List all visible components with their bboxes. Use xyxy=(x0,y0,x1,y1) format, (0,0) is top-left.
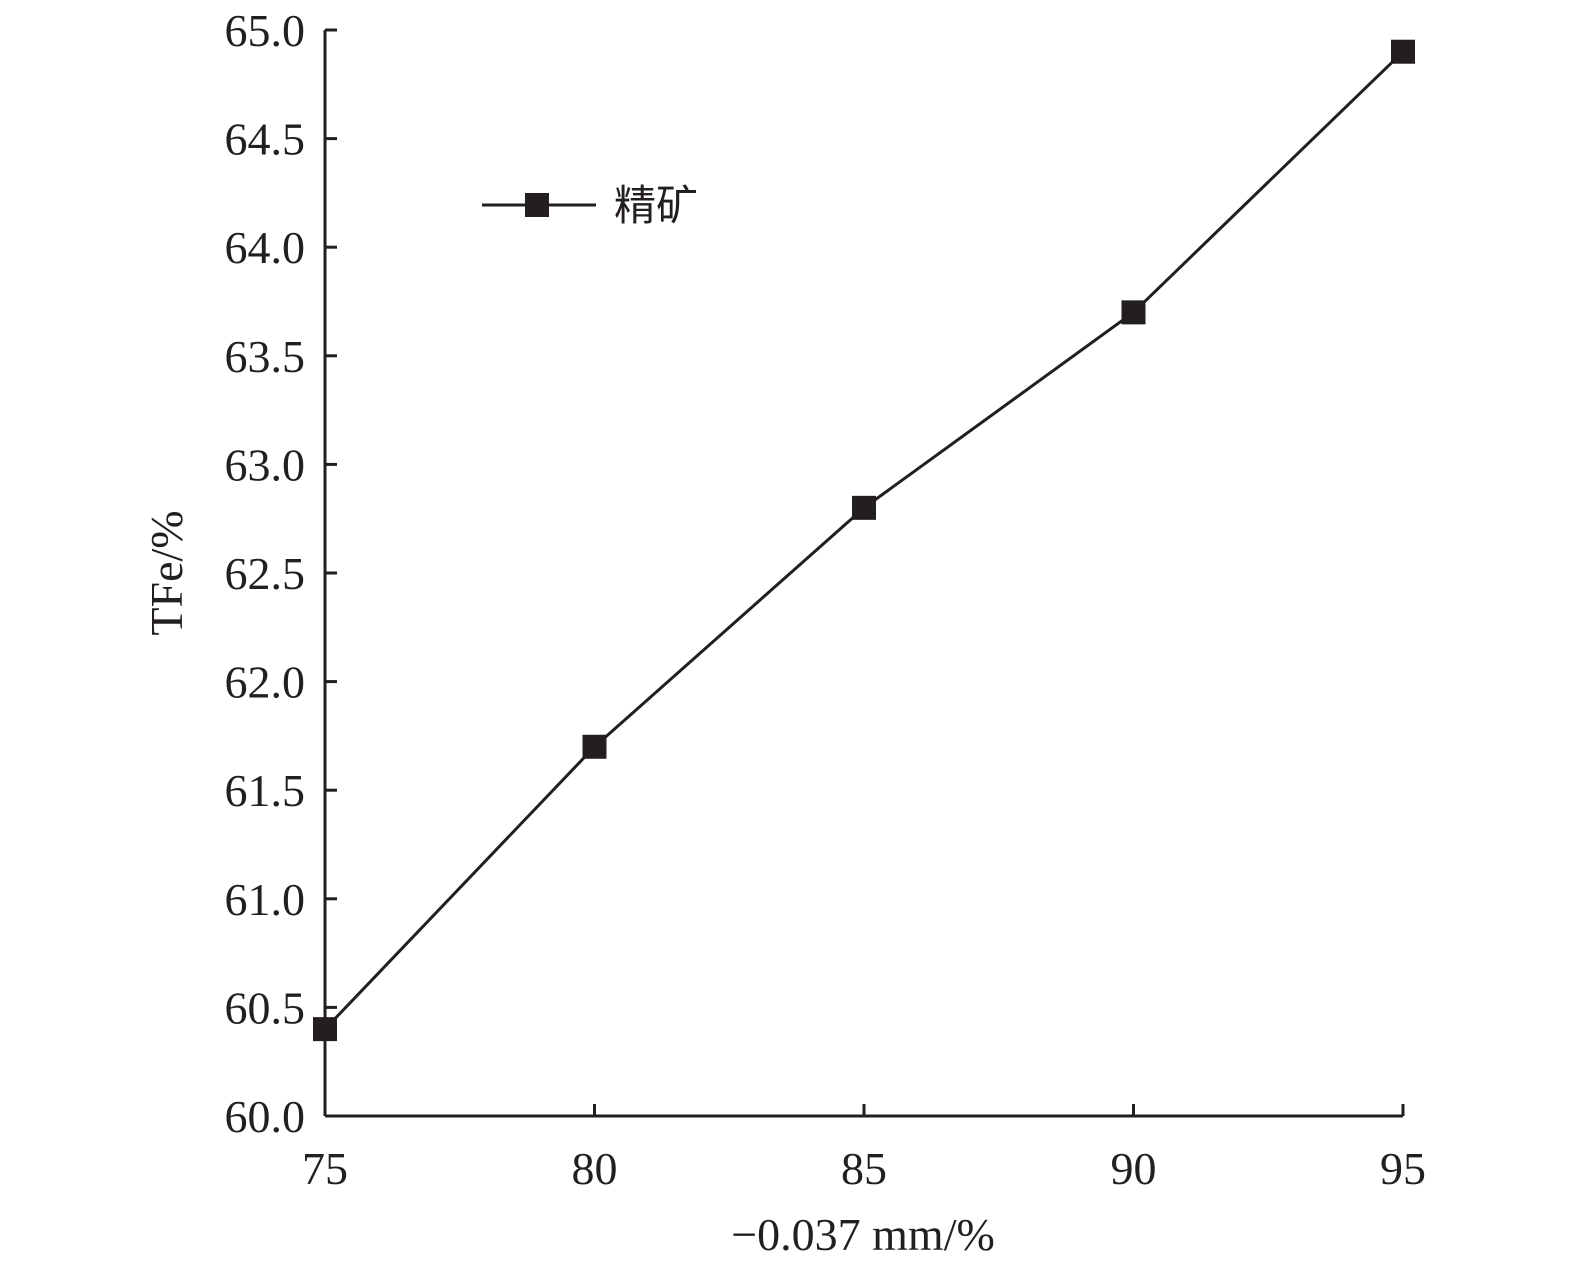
x-axis-title: −0.037 mm/% xyxy=(731,1209,995,1260)
x-tick-label: 90 xyxy=(1111,1143,1157,1194)
y-tick-label: 65.0 xyxy=(225,5,306,56)
legend-label: 精矿 xyxy=(614,181,698,230)
y-tick-label: 63.5 xyxy=(225,331,306,382)
data-point xyxy=(1121,300,1146,325)
data-point xyxy=(313,1017,337,1042)
y-tick-label: 64.0 xyxy=(225,222,306,273)
x-tick-label: 80 xyxy=(572,1143,618,1194)
x-tick-label: 85 xyxy=(841,1143,887,1194)
data-point xyxy=(582,734,607,759)
data-point xyxy=(852,495,876,520)
y-tick-label: 61.0 xyxy=(225,874,306,925)
x-tick-label: 75 xyxy=(302,1143,348,1194)
y-ticks: 60.0 60.5 61.0 61.5 62.0 62.5 63.0 63.5 64.0 64.5… xyxy=(225,5,337,1142)
axes xyxy=(323,30,1403,1118)
y-tick-label: 61.5 xyxy=(225,765,306,816)
y-axis-title: TFe/% xyxy=(141,510,192,635)
y-tick-label: 60.0 xyxy=(225,1091,306,1142)
x-ticks: 75 80 85 90 95 xyxy=(302,1104,1426,1194)
y-tick-label: 62.0 xyxy=(225,657,306,708)
y-tick-label: 60.5 xyxy=(225,982,306,1033)
series-layer xyxy=(313,39,1415,1042)
y-tick-label: 62.5 xyxy=(225,548,306,599)
y-tick-label: 63.0 xyxy=(225,439,306,490)
legend-marker xyxy=(525,193,549,217)
legend: 精矿 xyxy=(482,181,698,230)
x-tick-label: 95 xyxy=(1380,1143,1426,1194)
series-line xyxy=(323,50,1405,1031)
y-tick-label: 64.5 xyxy=(225,114,306,165)
data-point xyxy=(1391,39,1415,64)
